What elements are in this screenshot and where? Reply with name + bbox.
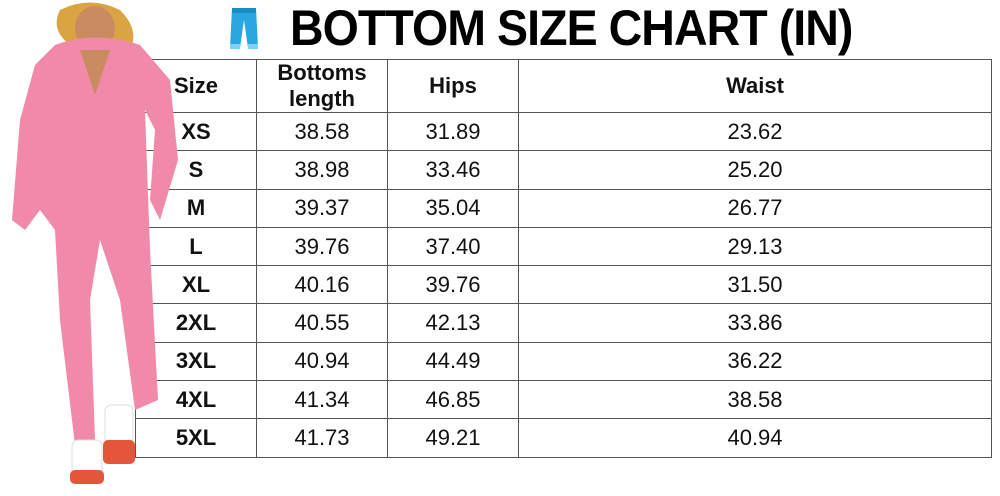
cell-waist: 33.86: [518, 303, 992, 343]
cell-bottoms-length: 41.73: [256, 418, 388, 458]
cell-bottoms-length: 40.94: [256, 341, 388, 382]
header-hips: Hips: [387, 59, 519, 113]
cell-hips: 44.49: [387, 341, 519, 382]
cell-hips: 42.13: [387, 303, 519, 343]
cell-size: 5XL: [135, 418, 257, 458]
cell-bottoms-length: 40.55: [256, 303, 388, 343]
table-row: M 39.37 35.04 26.77: [135, 188, 992, 228]
table-row: 5XL 41.73 49.21 40.94: [135, 418, 992, 458]
table-row: XL 40.16 39.76 31.50: [135, 265, 992, 305]
table-row: 3XL 40.94 44.49 36.22: [135, 341, 992, 382]
cell-hips: 46.85: [387, 380, 519, 420]
cell-waist: 26.77: [518, 188, 992, 228]
cell-waist: 36.22: [518, 341, 992, 382]
model-photo: [12, 2, 178, 484]
cell-hips: 33.46: [387, 150, 519, 190]
cell-waist: 40.94: [518, 418, 992, 458]
table-row: S 38.98 33.46 25.20: [135, 150, 992, 190]
cell-waist: 29.13: [518, 226, 992, 267]
cell-hips: 37.40: [387, 226, 519, 267]
cell-bottoms-length: 41.34: [256, 380, 388, 420]
cell-size: L: [135, 226, 257, 267]
table-row: 4XL 41.34 46.85 38.58: [135, 380, 992, 420]
cell-waist: 25.20: [518, 150, 992, 190]
table-row: L 39.76 37.40 29.13: [135, 226, 992, 267]
cell-bottoms-length: 40.16: [256, 265, 388, 305]
cell-bottoms-length: 38.98: [256, 150, 388, 190]
pants-icon: [230, 8, 258, 49]
cell-hips: 49.21: [387, 418, 519, 458]
cell-waist: 23.62: [518, 111, 992, 152]
table-row: 2XL 40.55 42.13 33.86: [135, 303, 992, 343]
page-title: BOTTOM SIZE CHART (IN): [290, 0, 853, 56]
cell-waist: 31.50: [518, 265, 992, 305]
header-waist: Waist: [518, 59, 992, 113]
table-header-row: Size Bottoms length Hips Waist: [135, 59, 992, 113]
cell-bottoms-length: 38.58: [256, 111, 388, 152]
cell-hips: 35.04: [387, 188, 519, 228]
table-row: XS 38.58 31.89 23.62: [135, 111, 992, 152]
header-bottoms-length: Bottoms length: [256, 59, 388, 113]
cell-bottoms-length: 39.76: [256, 226, 388, 267]
cell-bottoms-length: 39.37: [256, 188, 388, 228]
cell-hips: 31.89: [387, 111, 519, 152]
size-chart-table: Size Bottoms length Hips Waist XS 38.58 31…: [135, 59, 992, 458]
cell-waist: 38.58: [518, 380, 992, 420]
cell-hips: 39.76: [387, 265, 519, 305]
